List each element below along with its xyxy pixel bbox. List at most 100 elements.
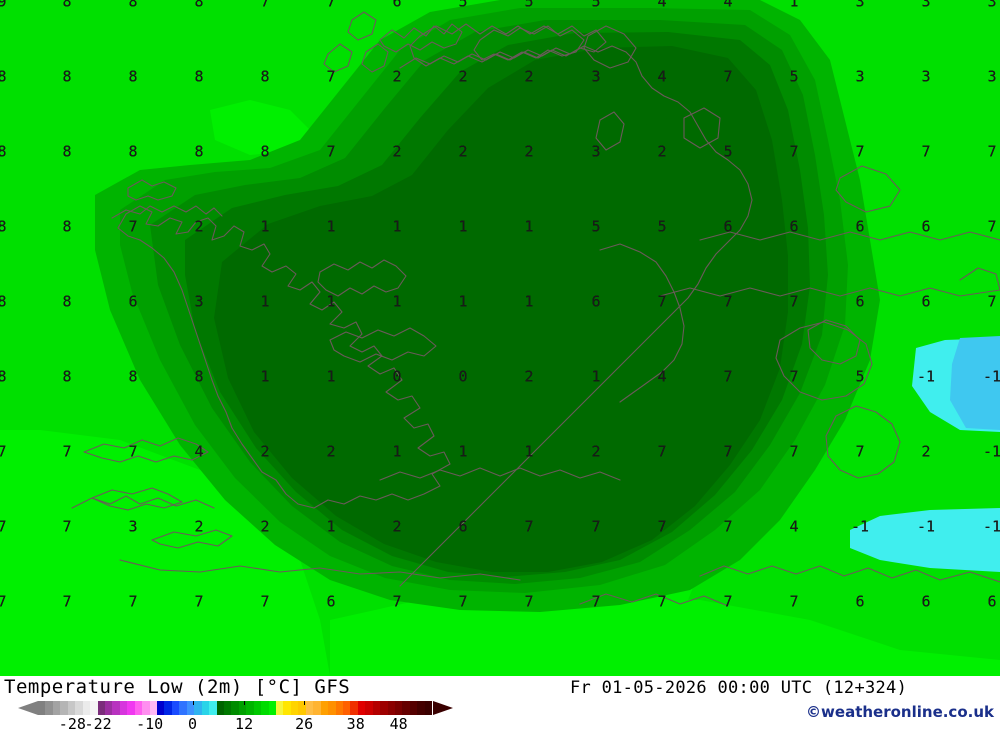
grid-value-label: 7 <box>326 0 336 11</box>
colorbar-tick-label: 38 <box>346 715 365 733</box>
coastline-scotland-inner <box>361 43 389 73</box>
colorbar-notch <box>244 701 246 705</box>
grid-value-label: 6 <box>921 292 931 311</box>
grid-value-label: 3 <box>987 67 997 86</box>
grid-value-label: 8 <box>194 142 204 161</box>
grid-value-label: -1 <box>982 367 1000 386</box>
colorbar-swatch <box>209 701 217 715</box>
grid-value-label: 7 <box>789 367 799 386</box>
grid-value-label: 8 <box>0 142 7 161</box>
grid-value-label: 7 <box>987 292 997 311</box>
grid-value-label: 8 <box>260 142 270 161</box>
grid-value-label: 2 <box>524 67 534 86</box>
grid-value-label: 5 <box>458 0 468 11</box>
grid-value-label: 4 <box>194 442 204 461</box>
grid-value-label: 8 <box>62 0 72 11</box>
grid-value-label: 2 <box>458 142 468 161</box>
colorbar-swatch <box>290 701 299 715</box>
colorbar-swatch <box>90 701 98 715</box>
coastline-detail-nw <box>583 25 637 69</box>
colorbar-swatch <box>38 701 46 715</box>
colorbar-swatch <box>171 701 180 715</box>
colorbar-swatch <box>395 701 403 715</box>
grid-value-label: 7 <box>591 592 601 611</box>
grid-value-label: 7 <box>524 592 534 611</box>
grid-value-label: 1 <box>392 442 402 461</box>
grid-value-label: 3 <box>128 517 138 536</box>
coastline-sea-detail-1 <box>807 319 861 365</box>
colorbar-tick-label: 48 <box>389 715 408 733</box>
grid-value-label: 4 <box>657 0 667 11</box>
colorbar-swatch <box>194 701 202 715</box>
grid-value-label: 8 <box>260 67 270 86</box>
grid-value-label: 1 <box>458 217 468 236</box>
color-scale-legend: -28 -22 -10 0 12 26 38 48 <box>0 701 500 733</box>
grid-value-label: 7 <box>260 0 270 11</box>
grid-value-label: 6 <box>128 292 138 311</box>
grid-value-label: 7 <box>723 517 733 536</box>
colorbar-tick-label: 0 <box>188 715 198 733</box>
grid-value-label: 3 <box>194 292 204 311</box>
grid-value-label: 3 <box>591 67 601 86</box>
grid-value-label: 4 <box>657 67 667 86</box>
grid-value-label: 7 <box>128 217 138 236</box>
grid-value-label: 7 <box>591 517 601 536</box>
grid-value-label: 5 <box>657 217 667 236</box>
grid-value-label: 5 <box>591 217 601 236</box>
grid-value-label: 2 <box>326 442 336 461</box>
colorbar-low-arrow-icon <box>18 701 38 715</box>
copyright-credit: ©weatheronline.co.uk <box>806 703 994 721</box>
coastline-brittany <box>579 593 729 607</box>
contour-band-0-2 <box>214 46 788 572</box>
grid-value-label: 6 <box>591 292 601 311</box>
colorbar-swatch <box>417 701 425 715</box>
grid-value-label: 7 <box>723 592 733 611</box>
grid-value-label: 7 <box>128 592 138 611</box>
colorbar-swatch <box>305 701 314 715</box>
contour-dark-blob-1 <box>636 118 682 170</box>
grid-value-label: 7 <box>0 442 7 461</box>
colorbar-swatch <box>157 701 165 715</box>
coastline-scotland-west <box>379 23 463 53</box>
grid-value-label: 7 <box>62 592 72 611</box>
colorbar-swatch <box>231 701 239 715</box>
grid-value-label: 1 <box>524 442 534 461</box>
grid-value-label: 8 <box>0 217 7 236</box>
grid-value-label: 7 <box>921 142 931 161</box>
grid-value-label: 6 <box>392 0 402 11</box>
grid-value-label: 8 <box>0 367 7 386</box>
grid-value-label: 7 <box>657 592 667 611</box>
grid-value-label: 4 <box>657 367 667 386</box>
grid-value-label: 7 <box>194 592 204 611</box>
coastline-wales <box>317 259 407 297</box>
grid-value-label: 7 <box>128 442 138 461</box>
grid-value-label: 5 <box>855 367 865 386</box>
grid-value-label: 3 <box>855 0 865 11</box>
grid-value-label: 2 <box>921 442 931 461</box>
grid-value-label: 7 <box>458 592 468 611</box>
grid-value-label: 1 <box>392 292 402 311</box>
colorbar-swatch <box>119 701 128 715</box>
coastline-ireland-peninsula-1 <box>83 437 209 463</box>
grid-value-label: 8 <box>62 292 72 311</box>
grid-value-label: 0 <box>392 367 402 386</box>
grid-value-label: 6 <box>789 217 799 236</box>
colorbar-swatch <box>179 701 187 715</box>
grid-value-label: -1 <box>982 442 1000 461</box>
grid-value-label: 7 <box>0 592 7 611</box>
coastline-norway <box>959 267 1000 291</box>
grid-value-label: 7 <box>789 292 799 311</box>
grid-value-label: 7 <box>723 442 733 461</box>
grid-value-label: -1 <box>916 367 936 386</box>
map-canvas[interactable]: 9 8 8 8 7 7 6 5 5 5 4 4 1 3 3 3 8 8 8 8 8 7 2 2 2 3 4 7 5 3 3 3 8 8 8 8 8 7 2 2… <box>0 0 1000 676</box>
grid-value-label: 3 <box>921 0 931 11</box>
coastline-scotland-isles <box>347 11 377 41</box>
grid-value-label: 5 <box>789 67 799 86</box>
colorbar-swatch <box>82 701 91 715</box>
coastline-ireland-peninsula-2 <box>91 487 183 511</box>
coastline-layer <box>71 11 1000 607</box>
grid-value-label: 7 <box>855 442 865 461</box>
colorbar-swatch <box>298 701 306 715</box>
grid-value-label: 9 <box>0 0 7 11</box>
grid-value-label: 1 <box>524 217 534 236</box>
